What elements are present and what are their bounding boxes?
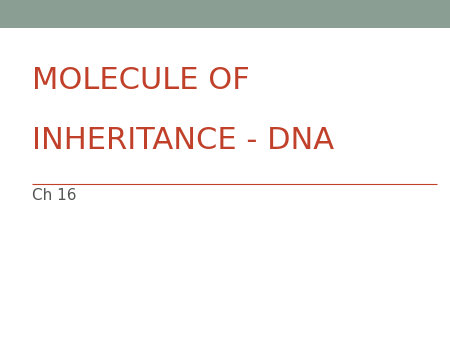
Text: INHERITANCE - DNA: INHERITANCE - DNA xyxy=(32,126,333,155)
Text: MOLECULE OF: MOLECULE OF xyxy=(32,66,249,95)
Text: Ch 16: Ch 16 xyxy=(32,188,76,203)
Bar xyxy=(0,0,450,28)
